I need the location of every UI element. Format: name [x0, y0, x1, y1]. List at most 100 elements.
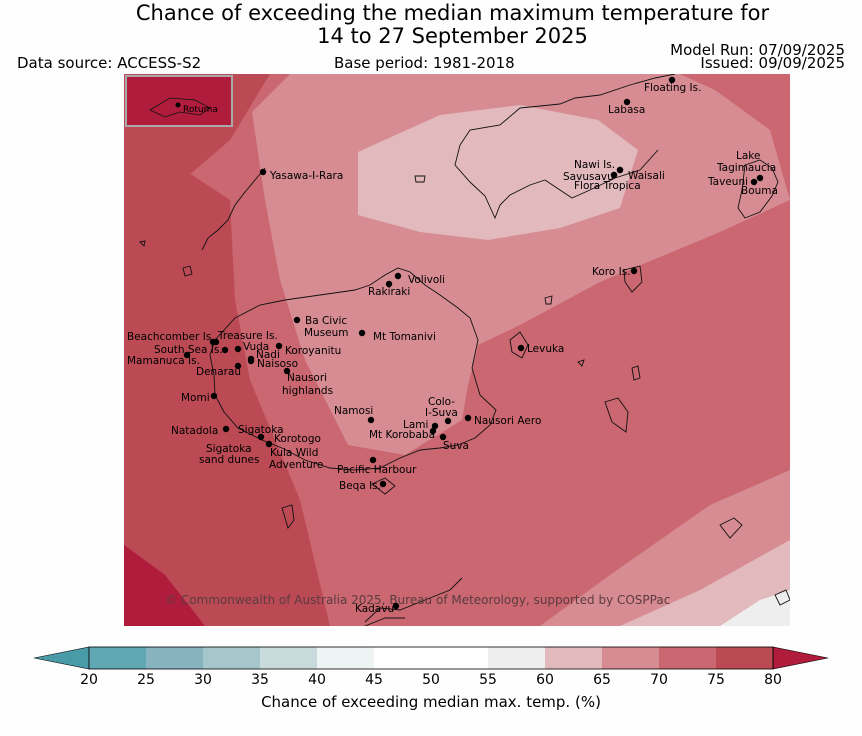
place-label: Sigatoka — [238, 424, 284, 436]
place-marker — [385, 280, 393, 288]
colorbar-tick-label: 45 — [365, 672, 383, 688]
data-source: Data source: ACCESS-S2 — [17, 54, 202, 72]
inset-label: Rotuma — [183, 105, 218, 115]
place-label: Bouma — [741, 185, 778, 197]
colorbar-tick-label: 75 — [707, 672, 725, 688]
place-marker — [517, 344, 525, 352]
colorbar-under-arrow — [33, 646, 90, 670]
place-marker — [234, 345, 242, 353]
map-title: Chance of exceeding the median maximum t… — [0, 2, 862, 48]
place-label: Koro Is. — [592, 266, 631, 278]
place-label: Natadola — [171, 425, 218, 437]
place-marker — [259, 168, 267, 176]
place-label: Namosi — [334, 405, 373, 417]
place-marker — [464, 414, 472, 422]
place-label: Beachcomber Is. — [127, 331, 215, 343]
place-label: Levuka — [527, 343, 564, 355]
place-label: Vuda — [243, 341, 269, 353]
ovalau-coast — [509, 331, 529, 359]
colorbar-tick-label: 70 — [650, 672, 668, 688]
place-marker — [439, 433, 447, 441]
place-label: Adventure — [269, 459, 323, 471]
colorbar-tick-label: 65 — [593, 672, 611, 688]
island-islet — [719, 517, 743, 539]
place-label: Lake — [736, 150, 760, 162]
title-line-2: 14 to 27 September 2025 — [317, 24, 588, 48]
place-label: Ba Civic — [305, 315, 347, 327]
place-marker — [367, 416, 375, 424]
place-marker — [756, 174, 764, 182]
place-label: Suva — [443, 440, 469, 452]
place-marker — [275, 342, 283, 350]
place-label: Mt Tomanivi — [373, 331, 436, 343]
place-label: Kadavu — [355, 603, 394, 615]
place-label: Kula Wild — [270, 447, 318, 459]
place-marker — [369, 456, 377, 464]
place-label: Koroyanitu — [285, 345, 341, 357]
island-islet — [544, 295, 553, 305]
contour-80-plus — [124, 545, 205, 626]
place-label: Sigatoka — [206, 443, 252, 455]
island-islet — [281, 504, 295, 529]
place-label: Tagimaucia — [716, 162, 776, 174]
place-marker — [247, 357, 255, 365]
place-label: Pacific Harbour — [337, 464, 417, 476]
colorbar-segment — [146, 647, 203, 669]
place-label: Treasure Is. — [217, 330, 278, 342]
colorbar-tick-label: 40 — [308, 672, 326, 688]
colorbar-segment — [488, 647, 545, 669]
contour-75-80 — [124, 130, 330, 626]
place-marker — [610, 171, 618, 179]
place-label: Nausori Aero — [474, 415, 541, 427]
island-islet — [631, 365, 641, 381]
place-marker — [623, 98, 631, 106]
issued-date: Issued: 09/09/2025 — [700, 54, 845, 72]
place-marker — [750, 178, 758, 186]
place-label: Denarau — [196, 366, 241, 378]
colorbar-segment — [716, 647, 773, 669]
colorbar-segment — [659, 647, 716, 669]
place-marker — [429, 427, 437, 435]
colorbar-tick-label: 60 — [536, 672, 554, 688]
place-label: Korotogo — [274, 433, 321, 445]
title-line-1: Chance of exceeding the median maximum t… — [135, 1, 770, 25]
taveuni-coast — [737, 159, 779, 219]
base-period: Base period: 1981-2018 — [334, 54, 515, 72]
beqa-coast — [371, 477, 396, 495]
colorbar-segment — [431, 647, 488, 669]
place-label: Taveuni — [707, 176, 748, 188]
place-marker — [392, 602, 400, 610]
place-label: Mamanuca Is. — [127, 355, 200, 367]
contour-70-75 — [680, 74, 790, 120]
gau-coast — [604, 397, 629, 433]
colorbar-tick-label: 35 — [251, 672, 269, 688]
rotuma-marker — [175, 102, 181, 108]
place-label: Savusavu — [563, 171, 614, 183]
island-islet — [774, 589, 790, 606]
place-label: Nausori — [287, 372, 327, 384]
place-marker — [221, 346, 229, 354]
place-marker — [222, 425, 230, 433]
colorbar-segment — [203, 647, 260, 669]
place-marker — [210, 392, 218, 400]
colorbar-tick-label: 50 — [422, 672, 440, 688]
coastlines — [139, 74, 790, 626]
island-islet — [139, 240, 146, 247]
colorbar-segment — [89, 647, 146, 669]
island-islet — [414, 175, 426, 183]
vanua-levu-coast — [454, 74, 676, 220]
place-label: sand dunes — [199, 454, 259, 466]
place-label: Nadi — [256, 349, 280, 361]
place-marker — [630, 267, 638, 275]
contour-60-65-se — [720, 590, 790, 626]
contour-65-70-se — [620, 540, 790, 626]
place-label: Colo- — [428, 396, 455, 408]
place-label: Rakiraki — [368, 286, 410, 298]
contour-65-70 — [358, 105, 638, 240]
place-label: Waisali — [628, 170, 665, 182]
place-marker — [183, 351, 191, 359]
place-marker — [234, 362, 242, 370]
yasawa-coast — [201, 167, 266, 251]
colorbar-tick-label: 20 — [80, 672, 98, 688]
